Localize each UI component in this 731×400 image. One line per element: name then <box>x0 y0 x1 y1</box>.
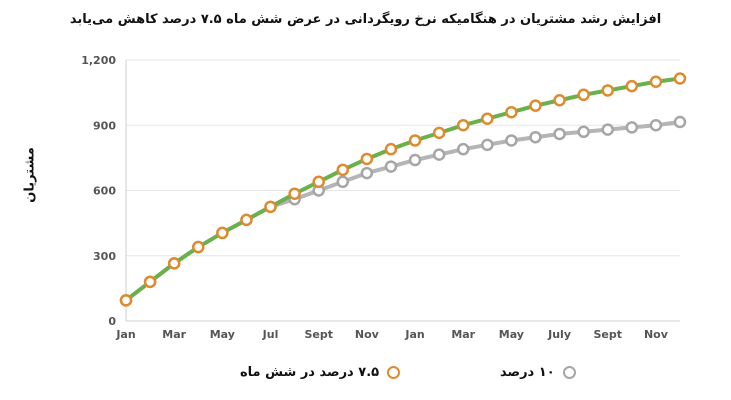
data-point-b <box>649 119 663 132</box>
x-tick-label: Mar <box>451 328 475 341</box>
series-line-a <box>124 76 682 303</box>
y-tick-label: 600 <box>93 185 116 198</box>
x-tick-label: Nov <box>355 328 380 341</box>
data-point-a <box>408 134 422 147</box>
data-point-b <box>456 142 470 156</box>
x-tick-label: May <box>499 328 524 341</box>
data-point-a <box>264 200 277 214</box>
data-point-a <box>336 163 350 177</box>
data-point-a <box>505 105 518 119</box>
x-tick-label: Sept <box>593 328 622 341</box>
data-point-b <box>408 153 422 167</box>
x-tick-label: Mar <box>162 328 186 341</box>
legend-marker-series-a <box>387 365 401 379</box>
legend-item-series-b: ۱۰ درصد <box>500 362 576 382</box>
data-point-a <box>288 187 301 201</box>
data-point-b <box>553 127 566 141</box>
data-point-a <box>240 213 253 227</box>
data-point-a <box>167 257 181 270</box>
data-point-b <box>505 134 518 147</box>
data-point-b <box>529 130 542 144</box>
series-line-b <box>124 119 682 303</box>
legend-item-series-a: ۷.۵ درصد در شش ماه <box>240 362 401 382</box>
data-point-b <box>601 123 614 136</box>
data-point-a <box>601 84 614 97</box>
y-tick-label: 900 <box>93 119 116 132</box>
x-tick-label: Jul <box>262 328 279 341</box>
data-point-a <box>432 126 446 140</box>
chart-title: افزایش رشد مشتریان در هنگامیکه نرخ رویگر… <box>69 12 662 27</box>
data-point-b <box>673 115 687 129</box>
data-point-a <box>673 72 687 85</box>
y-tick-label: 300 <box>93 250 116 263</box>
line-chart: 0 300 600 900 1,200 Jan Mar May Jul Sept Nov Jan Mar… <box>81 54 687 341</box>
legend-label-series-a: ۷.۵ درصد در شش ماه <box>240 364 380 380</box>
data-point-a <box>312 175 325 189</box>
data-point-a <box>216 226 229 240</box>
data-point-b <box>384 160 398 173</box>
data-point-a <box>456 119 470 132</box>
x-tick-label: Nov <box>644 328 669 341</box>
data-point-a <box>384 142 398 156</box>
legend-label-series-b: ۱۰ درصد <box>500 364 555 380</box>
data-point-a <box>481 112 494 125</box>
data-point-b <box>481 138 494 152</box>
data-point-b <box>336 175 350 189</box>
data-point-a <box>649 75 663 88</box>
data-point-a <box>529 99 542 112</box>
x-tick-label: Jan <box>404 328 424 341</box>
data-point-b <box>360 166 374 180</box>
data-point-a <box>360 152 374 166</box>
data-point-a <box>577 88 590 102</box>
data-point-b <box>432 148 446 161</box>
x-tick-label: Sept <box>304 328 333 341</box>
y-tick-label: 0 <box>108 315 116 328</box>
data-point-a <box>143 275 157 289</box>
data-point-a <box>192 240 205 254</box>
data-point-b <box>577 125 590 139</box>
x-tick-label: July <box>547 328 571 341</box>
data-point-a <box>553 93 566 107</box>
x-tick-label: Jan <box>115 328 135 341</box>
data-point-a <box>625 79 639 93</box>
data-point-a <box>119 294 133 307</box>
y-tick-label: 1,200 <box>81 54 116 67</box>
legend-marker-series-b <box>562 365 576 379</box>
data-point-b <box>625 121 639 134</box>
x-tick-label: May <box>210 328 235 341</box>
